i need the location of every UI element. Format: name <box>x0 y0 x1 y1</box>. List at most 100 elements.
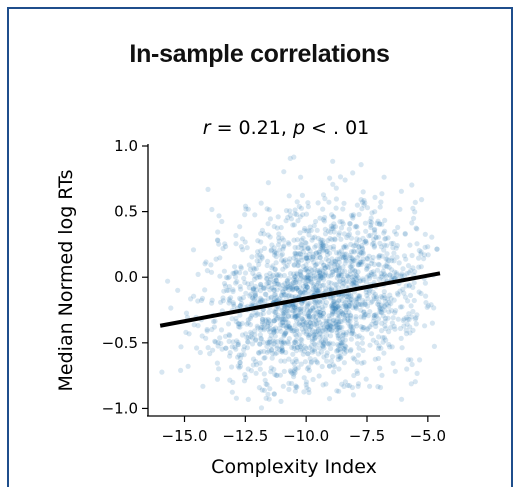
data-point <box>302 359 308 365</box>
data-point <box>305 258 311 264</box>
data-point <box>195 271 201 277</box>
data-point <box>292 277 298 283</box>
data-point <box>295 316 301 322</box>
data-point <box>397 288 403 294</box>
data-point <box>321 262 327 268</box>
data-point <box>329 354 336 360</box>
data-point <box>286 380 292 386</box>
data-point <box>221 280 228 287</box>
data-point <box>373 234 379 240</box>
y-tick-label: −1.0 <box>102 399 138 417</box>
data-point <box>293 279 299 285</box>
data-point <box>235 363 241 369</box>
data-point <box>422 244 428 250</box>
data-point <box>292 301 298 307</box>
data-point <box>266 309 272 315</box>
data-point <box>350 213 356 219</box>
data-point <box>267 325 273 331</box>
data-point <box>237 359 243 366</box>
data-point <box>324 332 330 338</box>
data-point <box>406 270 412 276</box>
data-point <box>393 308 399 314</box>
data-point <box>242 270 249 276</box>
data-point <box>406 283 412 289</box>
data-point <box>298 276 304 282</box>
data-point <box>330 301 336 307</box>
data-point <box>328 295 334 301</box>
data-point <box>347 292 353 298</box>
data-point <box>343 255 349 261</box>
data-point <box>343 244 349 250</box>
data-point <box>329 237 335 243</box>
data-point <box>227 298 233 304</box>
data-point <box>364 255 370 261</box>
data-point <box>214 237 221 243</box>
data-point <box>314 321 320 327</box>
data-point <box>384 251 390 257</box>
data-point <box>355 383 361 389</box>
data-point <box>343 302 349 308</box>
data-point <box>340 332 346 339</box>
data-point <box>369 321 375 327</box>
data-point <box>278 358 284 364</box>
data-point <box>378 274 384 280</box>
data-point <box>358 302 364 308</box>
data-point <box>264 276 270 282</box>
data-point <box>349 384 355 391</box>
data-point <box>379 191 385 197</box>
data-point <box>254 299 260 305</box>
data-point <box>354 359 360 365</box>
data-point <box>231 270 237 276</box>
data-point <box>307 248 313 254</box>
data-point <box>332 236 338 242</box>
data-point <box>343 332 349 338</box>
data-point <box>256 274 262 280</box>
data-point <box>336 332 342 338</box>
data-point <box>318 267 324 273</box>
data-point <box>300 263 306 270</box>
data-point <box>349 255 355 261</box>
data-point <box>361 359 367 365</box>
data-point <box>266 283 272 289</box>
data-point <box>257 257 263 264</box>
data-point <box>330 271 336 278</box>
data-point <box>304 319 310 325</box>
data-point <box>321 282 327 288</box>
data-point <box>254 275 260 281</box>
data-point <box>207 351 213 357</box>
data-point <box>278 398 284 404</box>
data-point <box>341 280 347 286</box>
data-point <box>299 246 305 252</box>
data-point <box>356 295 362 301</box>
data-point <box>400 266 406 272</box>
data-point <box>404 314 410 321</box>
data-point <box>332 301 338 307</box>
data-point <box>273 277 279 283</box>
data-point <box>256 261 262 268</box>
data-point <box>375 345 382 351</box>
data-point <box>292 331 298 337</box>
data-point <box>222 283 229 289</box>
data-point <box>389 255 395 261</box>
data-point <box>322 265 328 271</box>
data-point <box>308 360 314 366</box>
data-point <box>364 265 370 271</box>
data-point <box>245 281 251 287</box>
data-point <box>301 306 307 312</box>
data-point <box>279 344 285 351</box>
data-point <box>399 273 405 279</box>
data-point <box>302 287 308 293</box>
data-point <box>264 382 270 388</box>
data-point <box>295 218 301 224</box>
data-point <box>312 262 318 268</box>
data-point <box>381 242 388 248</box>
data-point <box>340 303 346 309</box>
data-point <box>262 291 268 297</box>
data-point <box>313 314 319 320</box>
data-point <box>273 316 280 322</box>
data-point <box>260 321 266 327</box>
data-point <box>281 244 287 250</box>
data-point <box>303 331 309 337</box>
data-point <box>311 223 317 229</box>
data-point <box>392 269 398 275</box>
